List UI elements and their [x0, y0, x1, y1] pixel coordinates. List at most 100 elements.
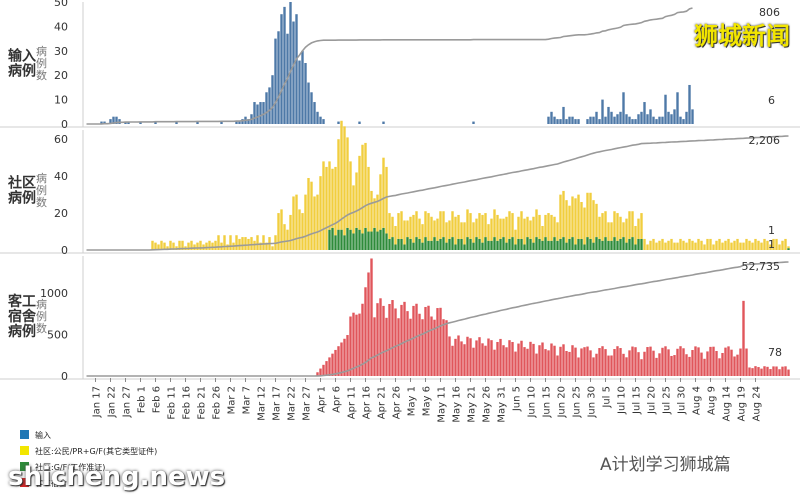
bar	[355, 314, 358, 376]
bar	[478, 213, 481, 239]
bar	[580, 238, 583, 250]
y-tick-label: 0	[61, 118, 68, 131]
bar	[622, 222, 625, 238]
bar	[511, 237, 514, 250]
x-tick-label: Jan 22	[107, 386, 118, 418]
bar	[529, 220, 532, 239]
bar	[430, 216, 433, 241]
bar	[421, 242, 424, 250]
bar	[655, 357, 658, 376]
bar	[307, 178, 310, 250]
bar	[484, 237, 487, 250]
bar	[388, 238, 391, 250]
bar	[292, 196, 295, 250]
bar	[601, 213, 604, 241]
bar	[754, 366, 757, 376]
bar	[409, 238, 412, 250]
bar	[256, 235, 259, 250]
bar	[400, 304, 403, 376]
bar	[547, 240, 550, 250]
bar	[247, 119, 250, 124]
panel-title: 社区	[7, 175, 36, 192]
bar	[778, 369, 781, 376]
x-tick-label: Jun 15	[542, 386, 553, 419]
bar	[544, 237, 547, 250]
bar	[577, 119, 580, 124]
panel-title: 病例	[8, 323, 36, 340]
bar	[502, 237, 505, 250]
bar	[625, 218, 628, 243]
bar	[433, 319, 436, 376]
y-tick-label: 40	[54, 170, 68, 183]
bar	[544, 349, 547, 376]
bar	[682, 240, 685, 250]
bar	[664, 94, 667, 124]
x-tick-label: Aug 9	[707, 386, 718, 415]
bar	[496, 214, 499, 241]
bar	[376, 303, 379, 376]
bar	[385, 233, 388, 250]
panel-title: 客工	[7, 293, 36, 310]
bar	[373, 198, 376, 228]
bar	[589, 238, 592, 250]
y-tick-label: 10	[54, 94, 68, 107]
bar	[457, 335, 460, 376]
bar	[517, 343, 520, 376]
bar	[715, 240, 718, 250]
bar	[595, 237, 598, 250]
bar	[430, 240, 433, 250]
bar	[451, 237, 454, 250]
bar	[352, 312, 355, 376]
bar	[319, 116, 322, 124]
panel-title: 输入	[8, 48, 36, 65]
bar	[229, 235, 232, 250]
bar	[349, 161, 352, 230]
bar	[604, 349, 607, 376]
bar	[619, 216, 622, 239]
bar	[349, 229, 352, 250]
x-tick-label: Jul 30	[677, 386, 688, 415]
bar	[658, 116, 661, 124]
bar	[439, 211, 442, 239]
bar	[487, 240, 490, 250]
bar	[673, 109, 676, 124]
bar	[766, 366, 769, 376]
bar	[307, 82, 310, 124]
x-tick-label: May 16	[452, 386, 463, 423]
bar	[115, 116, 118, 124]
panel-title: 病例	[8, 190, 36, 207]
bar	[385, 166, 388, 234]
bar	[541, 342, 544, 376]
bar	[241, 237, 244, 250]
bar	[340, 120, 343, 230]
legend-label-dormitory: 客工宿舍	[35, 479, 67, 488]
bar	[505, 242, 508, 250]
bar	[547, 350, 550, 376]
bar	[532, 242, 535, 250]
bar	[355, 227, 358, 250]
bar	[391, 216, 394, 238]
cumulative-total-label: 52,735	[742, 260, 781, 273]
x-tick-label: May 1	[407, 386, 418, 416]
bar	[427, 240, 430, 250]
bar	[652, 350, 655, 376]
bar	[400, 238, 403, 250]
bar	[592, 357, 595, 376]
bar	[166, 246, 169, 250]
bar	[298, 209, 301, 250]
last-day-label-community: 1	[768, 224, 775, 237]
bar	[637, 238, 640, 250]
cumulative-total-label: 806	[759, 6, 780, 19]
bar	[439, 238, 442, 250]
bar	[586, 119, 589, 124]
bar	[286, 229, 289, 250]
bar	[517, 238, 520, 250]
bar	[313, 196, 316, 250]
bar	[574, 347, 577, 376]
bar	[457, 238, 460, 250]
bar	[532, 343, 535, 376]
bar	[337, 121, 340, 124]
last-day-label: 78	[768, 346, 782, 359]
bar	[322, 364, 325, 376]
bar	[421, 224, 424, 243]
